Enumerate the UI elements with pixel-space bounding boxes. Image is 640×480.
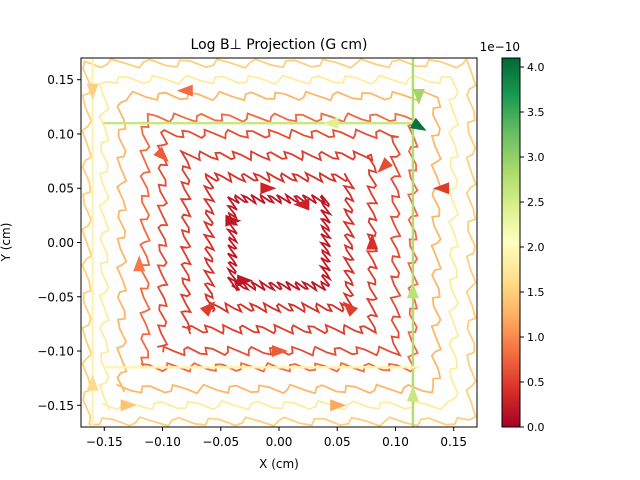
arrow-head [272, 345, 288, 357]
field-line [81, 58, 477, 427]
x-axis-label: X (cm) [259, 457, 299, 471]
field-line [115, 90, 443, 395]
stream-arrow [225, 214, 242, 227]
arrow-head [153, 146, 169, 163]
y-axis: −0.15 −0.10 −0.05 0.00 0.05 0.10 0.15 [37, 73, 81, 413]
stream-arrow [86, 83, 99, 100]
stream-arrow [406, 385, 419, 402]
stream-arrow [366, 233, 379, 250]
chart-title: Log B⊥ Projection (G cm) [191, 37, 368, 53]
x-tick-label: −0.10 [144, 435, 181, 449]
colorbar-multiplier: 1e−10 [480, 40, 520, 54]
y-tick-label: 0.15 [47, 73, 74, 87]
stream-arrow [176, 84, 193, 97]
stream-arrow [293, 198, 310, 211]
stream-arrows [86, 83, 450, 412]
x-tick-label: 0.00 [266, 435, 293, 449]
colorbar-tick-label: 3.0 [527, 151, 545, 164]
stream-arrow [199, 301, 216, 317]
arrow-head [330, 399, 347, 412]
colorbar-tick-label: 2.5 [527, 196, 545, 209]
arrow-head [260, 182, 277, 195]
stream-arrow [120, 399, 137, 412]
field-line [225, 192, 333, 293]
colorbar-tick-label: 4.0 [527, 61, 545, 74]
arrow-head [225, 214, 242, 227]
arrow-head [86, 374, 99, 391]
y-axis-label: Y (cm) [0, 223, 13, 263]
x-tick-label: −0.05 [202, 435, 239, 449]
y-tick-label: 0.10 [47, 127, 74, 141]
arrow-head [433, 182, 450, 195]
stream-arrow [237, 274, 254, 287]
arrow-head [133, 255, 146, 272]
field-line [202, 171, 356, 314]
stream-arrow [272, 345, 288, 357]
x-tick-label: 0.05 [324, 435, 351, 449]
arrow-head [176, 84, 193, 97]
stream-arrow [406, 282, 419, 299]
y-tick-label: −0.05 [37, 290, 74, 304]
y-tick-label: 0.05 [47, 182, 74, 196]
plot-area [80, 57, 478, 428]
arrow-head [86, 83, 99, 100]
colorbar-tick-label: 0.5 [527, 376, 545, 389]
stream-arrow [322, 117, 339, 130]
y-tick-label: 0.00 [47, 236, 74, 250]
y-tick-label: −0.15 [37, 399, 74, 413]
x-tick-label: 0.15 [440, 435, 467, 449]
field-line [156, 128, 402, 357]
arrow-head [412, 89, 425, 105]
colorbar-tick-label: 0.0 [527, 421, 545, 434]
stream-arrow [153, 146, 169, 163]
stream-arrow [412, 89, 425, 105]
stream-arrow [133, 255, 146, 272]
x-tick-label: −0.15 [86, 435, 123, 449]
stream-arrow [260, 182, 277, 195]
stream-arrow [377, 157, 393, 173]
x-axis: −0.15 −0.10 −0.05 0.00 0.05 0.10 0.15 [86, 427, 467, 449]
x-tick-label: 0.10 [382, 435, 409, 449]
y-tick-label: −0.10 [37, 345, 74, 359]
streamlines [81, 58, 477, 427]
colorbar-tick-label: 1.0 [527, 331, 545, 344]
arrow-head [406, 385, 419, 402]
arrow-head [199, 301, 216, 317]
stream-arrow [433, 182, 450, 195]
stream-arrow [86, 374, 99, 391]
stream-arrow [342, 301, 359, 317]
field-line [179, 149, 379, 336]
arrow-head [377, 157, 393, 173]
colorbar-tick-label: 2.0 [527, 241, 545, 254]
colorbar-gradient [501, 57, 521, 428]
arrow-head [237, 274, 254, 287]
stream-arrow [409, 117, 427, 131]
arrow-head [342, 301, 359, 317]
arrow-head [322, 117, 339, 130]
colorbar-tick-label: 1.5 [527, 286, 545, 299]
arrow-head [366, 233, 379, 250]
colorbar-tick-label: 3.5 [527, 106, 545, 119]
arrow-head [409, 117, 427, 131]
stream-arrow [330, 399, 347, 412]
plot-frame [80, 57, 478, 428]
field-line [98, 74, 460, 411]
arrow-head [120, 399, 137, 412]
colorbar-ticks: 0.0 0.5 1.0 1.5 2.0 2.5 3.0 3.5 4.0 [520, 61, 545, 434]
colorbar: 0.0 0.5 1.0 1.5 2.0 2.5 3.0 3.5 4.0 1e−10 [480, 40, 545, 434]
arrow-head [406, 282, 419, 299]
arrow-head [293, 198, 310, 211]
